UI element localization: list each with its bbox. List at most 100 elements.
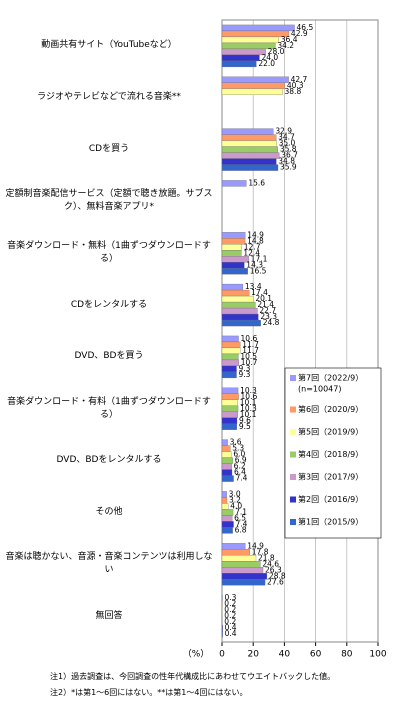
legend-label: 第1回（2015/9） (298, 517, 363, 527)
bar (221, 262, 245, 269)
bar (221, 158, 277, 165)
value-label: 42.9 (291, 29, 308, 38)
value-label: 17.1 (251, 254, 268, 263)
bar (221, 515, 233, 522)
value-label: 16.5 (250, 266, 267, 275)
value-label: 0.2 (224, 617, 236, 626)
bar (221, 76, 289, 83)
value-label: 17.8 (252, 547, 269, 556)
value-label: 0.2 (224, 599, 236, 608)
value-label: 6.2 (234, 462, 246, 471)
value-label: 14.9 (247, 541, 264, 550)
bar (221, 521, 234, 528)
plot-frame (221, 19, 379, 643)
bar (221, 134, 277, 141)
bar (221, 469, 233, 476)
category-label: DVD、BDを買う (74, 351, 144, 362)
bar (221, 256, 249, 263)
category-label: 音楽ダウンロード・無料（1曲ずつダウンロードする） (7, 241, 211, 265)
bar (221, 567, 264, 574)
category-label: 音楽は聴かない、音源・音楽コンテンツは利用しない (5, 552, 213, 576)
value-label: 10.7 (241, 358, 258, 367)
legend-note: (n=10047) (298, 385, 341, 394)
x-tick-label: 0 (219, 650, 225, 660)
bar (221, 268, 248, 275)
x-axis-label: （%） (183, 649, 210, 660)
legend-swatch (290, 496, 296, 503)
legend-swatch (290, 429, 296, 435)
value-label: 0.3 (224, 593, 236, 602)
legend-label: 第3回（2017/9） (298, 472, 363, 482)
bar (221, 88, 283, 95)
value-label: 6.8 (235, 525, 247, 534)
bar (221, 405, 239, 412)
value-label: 32.9 (275, 127, 292, 136)
bar (221, 82, 286, 89)
legend-label: 第7回（2022/9） (298, 373, 363, 383)
value-label: 35.8 (280, 145, 297, 154)
value-label: 7.4 (236, 519, 248, 528)
bar (221, 573, 268, 580)
value-label: 42.7 (291, 75, 308, 84)
bar (221, 140, 277, 147)
bar (221, 399, 238, 406)
value-label: 10.6 (241, 392, 258, 401)
value-label: 7.4 (236, 474, 248, 483)
legend-label: 第6回（2020/9） (298, 404, 363, 414)
value-label: 6.4 (234, 468, 246, 477)
value-label: 14.9 (247, 230, 264, 239)
bar (221, 439, 228, 446)
legend-label: 第2回（2016/9） (298, 494, 363, 504)
bar (221, 371, 237, 379)
category-label: その他 (95, 506, 123, 517)
value-label: 22.0 (258, 59, 275, 68)
bar (221, 463, 232, 470)
bar (221, 335, 239, 343)
value-label: 14.3 (246, 260, 263, 269)
bar (221, 232, 246, 239)
bar (221, 307, 258, 315)
value-label: 20.1 (255, 294, 272, 303)
value-label: 10.1 (240, 410, 257, 419)
bar (221, 630, 223, 638)
value-label: 36.7 (281, 151, 298, 160)
value-label: 4.0 (230, 501, 242, 510)
legend-swatch (290, 406, 296, 413)
value-label: 9.3 (239, 364, 251, 373)
value-label: 12.4 (243, 248, 260, 257)
value-label: 10.3 (240, 404, 257, 413)
value-label: 9.6 (239, 416, 251, 425)
bar (221, 347, 241, 355)
bar (221, 319, 261, 327)
category-label: 動画共有サイト（YouTubeなど） (41, 40, 177, 51)
legend-label: 第5回（2019/9） (298, 427, 363, 437)
value-label: 6.9 (235, 456, 247, 465)
value-label: 24.0 (261, 53, 278, 62)
bar (221, 543, 246, 550)
value-label: 9.5 (239, 422, 251, 431)
x-tick-label: 20 (247, 650, 259, 660)
category-label: ラジオやテレビなどで流れる音楽** (37, 92, 181, 103)
bar (221, 451, 232, 458)
value-label: 10.3 (240, 386, 257, 395)
value-label: 6.0 (233, 450, 245, 459)
legend-swatch (290, 519, 296, 525)
value-label: 0.4 (225, 629, 237, 638)
bar (221, 54, 260, 62)
value-label: 34.8 (278, 157, 295, 166)
legend-swatch (290, 375, 296, 381)
value-label: 17.4 (251, 288, 268, 297)
bar (221, 555, 257, 562)
bar (221, 445, 231, 452)
bar (221, 423, 237, 430)
value-label: 23.3 (260, 312, 277, 321)
value-label: 21.4 (257, 300, 274, 309)
x-tick-label: 40 (279, 650, 291, 660)
value-label: 10.6 (241, 334, 258, 343)
bar (221, 417, 238, 424)
bar (221, 313, 259, 321)
value-label: 46.5 (297, 23, 314, 32)
value-label: 3.0 (229, 489, 241, 498)
value-label: 12.7 (244, 242, 261, 251)
value-label: 0.4 (225, 623, 237, 632)
